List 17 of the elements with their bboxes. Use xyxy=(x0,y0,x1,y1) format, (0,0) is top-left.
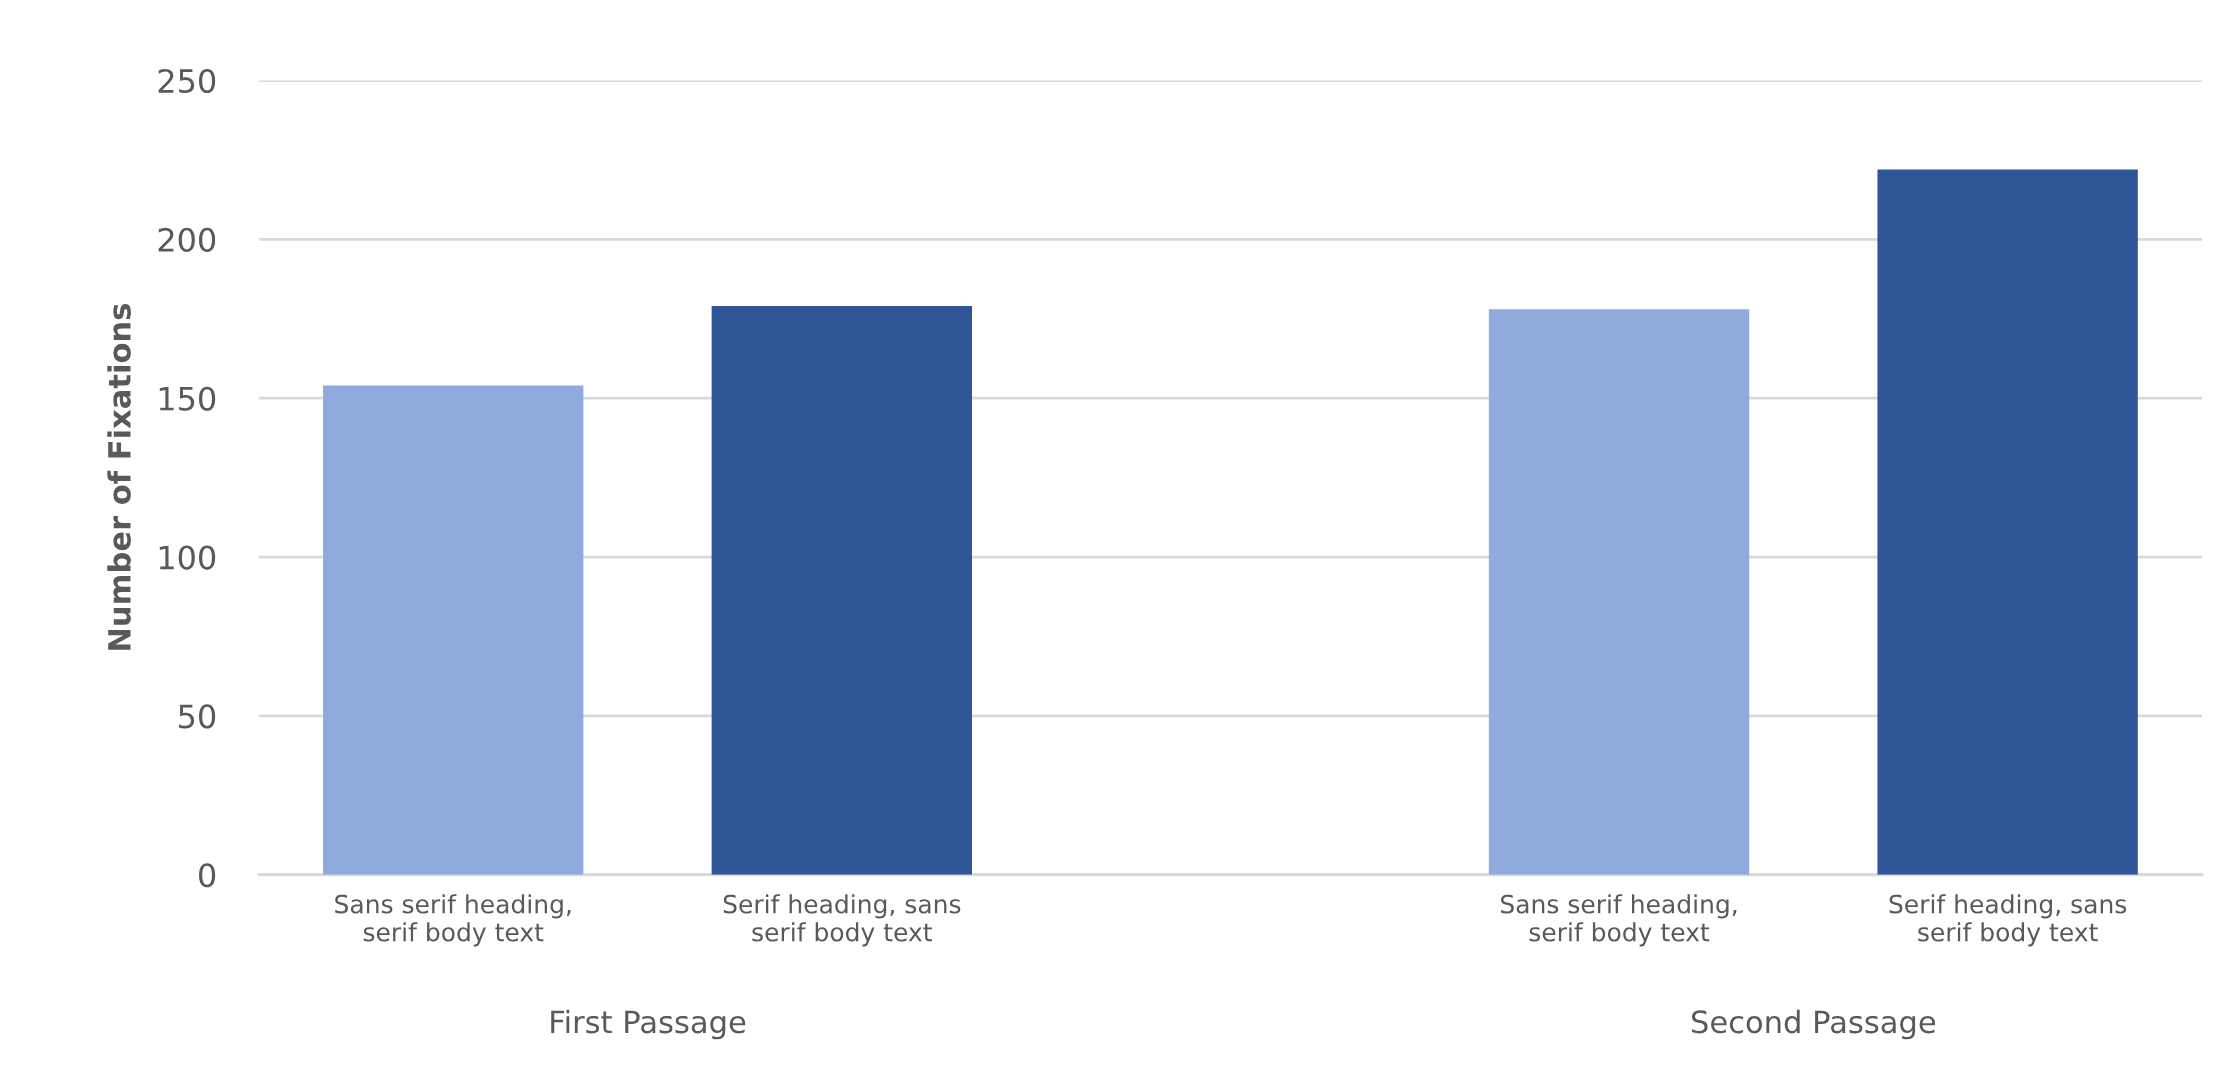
text: Second Passage xyxy=(1692,1009,1936,1040)
x-tick-label: Serif heading, sans serif body text xyxy=(723,894,961,947)
x-tick-label: Sans serif heading, serif body text xyxy=(335,894,571,947)
y-tick-label: 50 xyxy=(179,704,216,729)
y-tick-label: 100 xyxy=(159,545,216,570)
y-tick-label: 150 xyxy=(159,386,216,411)
bar xyxy=(1488,309,1750,875)
x-tick-label: Serif heading, sans serif body text xyxy=(1889,894,2127,947)
y-tick-label: 250 xyxy=(158,68,216,94)
x-tick-label: Sans serif heading, serif body text xyxy=(1500,894,1737,947)
y-tick-label: 0 xyxy=(199,863,216,888)
y-axis-title: Number of Fixations xyxy=(107,304,131,650)
y-tick-label: 200 xyxy=(158,227,216,252)
bar xyxy=(323,385,584,875)
bar xyxy=(711,306,973,875)
text: First Passage xyxy=(551,1009,746,1040)
bar xyxy=(1877,169,2138,875)
